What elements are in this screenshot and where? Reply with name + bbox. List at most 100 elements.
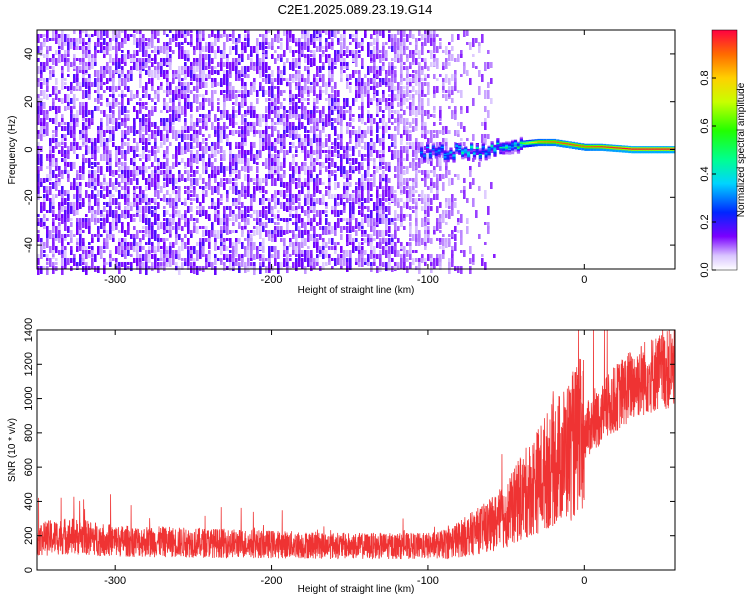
noise-cell <box>283 258 286 267</box>
noise-cell <box>313 150 316 155</box>
noise-cell <box>466 226 469 234</box>
noise-cell <box>37 186 40 193</box>
noise-cell <box>52 214 55 217</box>
noise-cell <box>244 158 247 162</box>
noise-cell <box>85 190 88 198</box>
noise-cell <box>250 86 253 95</box>
noise-cell <box>205 138 208 141</box>
noise-cell <box>148 206 151 214</box>
noise-cell <box>259 58 262 62</box>
noise-cell <box>106 102 109 107</box>
noise-cell <box>481 74 484 82</box>
noise-cell <box>409 110 412 116</box>
noise-cell <box>157 262 160 267</box>
noise-cell <box>286 246 289 250</box>
track-cell <box>519 147 523 150</box>
noise-cell <box>256 66 259 74</box>
noise-cell <box>400 162 403 169</box>
noise-cell <box>166 246 169 253</box>
noise-cell <box>121 50 124 53</box>
noise-cell <box>430 206 433 211</box>
noise-cell <box>64 210 67 219</box>
noise-cell <box>361 226 364 229</box>
noise-cell <box>358 50 361 53</box>
noise-cell <box>139 230 142 233</box>
noise-cell <box>370 86 373 90</box>
noise-cell <box>238 202 241 205</box>
noise-cell <box>142 94 145 98</box>
noise-cell <box>238 94 241 97</box>
noise-cell <box>175 118 178 121</box>
noise-cell <box>439 222 442 229</box>
noise-cell <box>73 66 76 69</box>
noise-cell <box>295 42 298 46</box>
noise-cell <box>175 186 178 189</box>
noise-cell <box>145 202 148 205</box>
noise-cell <box>265 30 268 34</box>
noise-cell <box>217 34 220 39</box>
noise-cell <box>184 74 187 80</box>
noise-cell <box>358 222 361 228</box>
noise-cell <box>370 218 373 227</box>
noise-cell <box>307 246 310 249</box>
noise-cell <box>256 178 259 183</box>
noise-cell <box>397 218 400 221</box>
noise-cell <box>130 98 133 101</box>
noise-cell <box>307 138 310 145</box>
noise-cell <box>289 214 292 217</box>
noise-cell <box>340 146 343 150</box>
noise-cell <box>319 74 322 78</box>
noise-cell <box>184 86 187 92</box>
noise-cell <box>268 234 271 241</box>
noise-cell <box>391 102 394 108</box>
noise-cell <box>412 54 415 63</box>
noise-cell <box>421 110 424 114</box>
noise-cell <box>148 246 151 250</box>
noise-cell <box>184 218 187 225</box>
noise-cell <box>94 98 97 102</box>
noise-cell <box>409 222 412 229</box>
noise-cell <box>130 234 133 239</box>
noise-cell <box>340 174 343 177</box>
noise-cell <box>412 190 415 196</box>
noise-cell <box>271 98 274 105</box>
noise-cell <box>94 106 97 111</box>
noise-cell <box>61 254 64 258</box>
noise-cell <box>193 246 196 254</box>
noise-cell <box>43 266 46 269</box>
noise-cell <box>415 182 418 188</box>
noise-cell <box>322 78 325 87</box>
noise-cell <box>175 114 178 119</box>
noise-cell <box>106 114 109 123</box>
noise-cell <box>205 230 208 236</box>
noise-cell <box>433 42 436 51</box>
noise-cell <box>217 218 220 225</box>
noise-cell <box>190 62 193 69</box>
noise-cell <box>403 110 406 115</box>
noise-cell <box>214 186 217 193</box>
noise-cell <box>304 266 307 274</box>
noise-cell <box>397 262 400 266</box>
noise-cell <box>49 198 52 204</box>
noise-cell <box>142 86 145 91</box>
noise-cell <box>70 258 73 263</box>
noise-cell <box>85 82 88 89</box>
noise-cell <box>388 38 391 42</box>
noise-cell <box>235 202 238 207</box>
noise-cell <box>304 42 307 50</box>
noise-cell <box>82 42 85 47</box>
noise-cell <box>391 90 394 95</box>
noise-cell <box>442 250 445 255</box>
noise-cell <box>229 38 232 41</box>
noise-cell <box>211 198 214 204</box>
noise-cell <box>304 34 307 43</box>
noise-cell <box>241 58 244 62</box>
noise-cell <box>211 262 214 270</box>
noise-cell <box>262 162 265 166</box>
track-cell <box>478 158 482 162</box>
noise-cell <box>202 54 205 58</box>
noise-cell <box>277 86 280 94</box>
noise-cell <box>340 34 343 41</box>
noise-cell <box>388 114 391 121</box>
noise-cell <box>310 226 313 231</box>
